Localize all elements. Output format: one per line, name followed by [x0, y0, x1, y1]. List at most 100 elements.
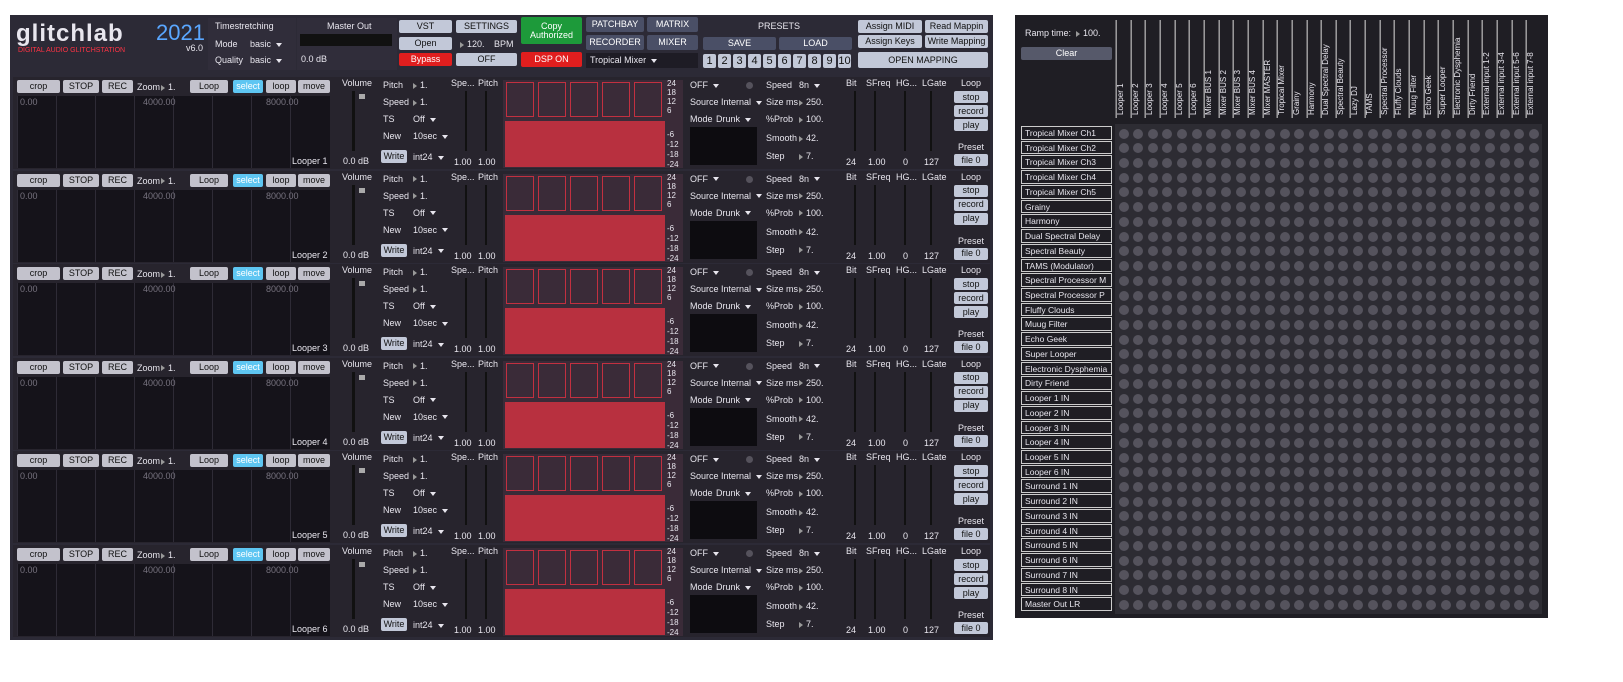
- step-value[interactable]: 7.: [799, 152, 814, 161]
- step-value[interactable]: 7.: [799, 526, 814, 535]
- smooth-value[interactable]: 42.: [799, 134, 819, 143]
- move-btn[interactable]: move: [298, 454, 330, 468]
- loop-btn[interactable]: Loop: [190, 548, 228, 561]
- g-speed-value[interactable]: 8n: [799, 81, 820, 90]
- format[interactable]: int24: [413, 621, 444, 630]
- dsp-btn[interactable]: DSP ON: [521, 52, 582, 67]
- stop-btn[interactable]: STOP: [63, 80, 99, 93]
- record-btn[interactable]: record: [954, 292, 988, 305]
- stop-btn[interactable]: stop: [954, 371, 988, 384]
- select-btn[interactable]: select: [233, 454, 263, 468]
- source-value[interactable]: Internal: [721, 472, 762, 481]
- play-btn[interactable]: play: [954, 119, 988, 131]
- loop-btn[interactable]: Loop: [190, 360, 228, 374]
- stop-btn[interactable]: STOP: [63, 548, 99, 561]
- source-value[interactable]: Internal: [721, 285, 762, 294]
- size-value[interactable]: 250.: [799, 191, 824, 201]
- record-btn[interactable]: record: [954, 573, 988, 585]
- write-btn[interactable]: Write: [381, 243, 407, 257]
- move-btn[interactable]: move: [298, 360, 330, 374]
- preset-slot[interactable]: 9: [823, 54, 836, 68]
- zoom-value[interactable]: 1.: [161, 176, 176, 186]
- g-speed-value[interactable]: 8n: [799, 174, 820, 184]
- record-btn[interactable]: record: [954, 198, 988, 211]
- file-btn[interactable]: file 0: [954, 341, 988, 354]
- zoom-value[interactable]: 1.: [161, 457, 176, 466]
- new-value[interactable]: 10sec: [413, 600, 448, 609]
- play-btn[interactable]: play: [954, 493, 988, 506]
- format[interactable]: int24: [413, 433, 444, 443]
- play-btn[interactable]: play: [954, 587, 988, 599]
- stop-btn[interactable]: stop: [954, 184, 988, 197]
- smooth-value[interactable]: 42.: [799, 602, 819, 611]
- stop-btn[interactable]: STOP: [63, 267, 99, 281]
- size-value[interactable]: 250.: [799, 285, 824, 294]
- pitch-value[interactable]: 1.: [413, 549, 428, 558]
- new-value[interactable]: 10sec: [413, 319, 448, 328]
- select-btn[interactable]: select: [233, 173, 263, 187]
- smooth-value[interactable]: 42.: [799, 508, 819, 517]
- write-btn[interactable]: Write: [381, 150, 407, 163]
- select-btn[interactable]: select: [233, 80, 263, 93]
- rec-btn[interactable]: REC: [102, 173, 133, 187]
- off-btn[interactable]: OFF: [456, 53, 517, 66]
- mixer-btn[interactable]: MIXER: [647, 35, 698, 50]
- pitch-value[interactable]: 1.: [413, 268, 428, 277]
- pitch-value[interactable]: 1.: [413, 361, 428, 371]
- stop-btn[interactable]: STOP: [63, 173, 99, 187]
- loop-btn[interactable]: loop: [266, 80, 296, 93]
- write-btn[interactable]: Write: [381, 618, 407, 631]
- glitch-state[interactable]: OFF: [690, 549, 719, 558]
- mode-value[interactable]: Drunk: [716, 395, 751, 405]
- format[interactable]: int24: [413, 527, 444, 536]
- loop-btn[interactable]: loop: [266, 360, 296, 374]
- prob-value[interactable]: 100.: [799, 489, 824, 498]
- loop-btn[interactable]: Loop: [190, 80, 228, 93]
- new-value[interactable]: 10sec: [413, 132, 448, 141]
- source-value[interactable]: Internal: [721, 98, 762, 107]
- step-value[interactable]: 7.: [799, 245, 814, 255]
- speed-value[interactable]: 1.: [413, 191, 428, 201]
- matrix-btn[interactable]: MATRIX: [647, 17, 698, 32]
- pitch-value[interactable]: 1.: [413, 455, 428, 464]
- zoom-value[interactable]: 1.: [161, 363, 176, 373]
- zoom-value[interactable]: 1.: [161, 83, 176, 92]
- pitch-value[interactable]: 1.: [413, 81, 428, 90]
- write-btn[interactable]: Write: [381, 524, 407, 538]
- select-btn[interactable]: select: [233, 548, 263, 561]
- file-btn[interactable]: file 0: [954, 154, 988, 166]
- step-value[interactable]: 7.: [799, 432, 814, 442]
- source-value[interactable]: Internal: [721, 566, 762, 575]
- source-value[interactable]: Internal: [721, 191, 762, 201]
- zoom-value[interactable]: 1.: [161, 551, 176, 560]
- write-mapping-btn[interactable]: Write Mapping: [925, 35, 988, 48]
- mixer-select[interactable]: Tropical Mixer: [586, 53, 698, 68]
- rec-btn[interactable]: REC: [102, 548, 133, 561]
- prob-value[interactable]: 100.: [799, 583, 824, 592]
- preset-slot[interactable]: 4: [748, 54, 761, 68]
- play-btn[interactable]: play: [954, 399, 988, 412]
- speed-value[interactable]: 1.: [413, 285, 428, 294]
- write-btn[interactable]: Write: [381, 337, 407, 351]
- zoom-value[interactable]: 1.: [161, 270, 176, 279]
- mode-value[interactable]: Drunk: [716, 302, 751, 311]
- size-value[interactable]: 250.: [799, 566, 824, 575]
- speed-value[interactable]: 1.: [413, 472, 428, 481]
- size-value[interactable]: 250.: [799, 378, 824, 388]
- open-btn[interactable]: Open: [399, 37, 452, 50]
- select-btn[interactable]: select: [233, 360, 263, 374]
- ts-value[interactable]: Off: [413, 208, 436, 218]
- smooth-value[interactable]: 42.: [799, 227, 819, 237]
- ts-value[interactable]: Off: [413, 583, 436, 592]
- crop-btn[interactable]: crop: [17, 80, 60, 93]
- preset-slot[interactable]: 10: [838, 54, 851, 68]
- file-btn[interactable]: file 0: [954, 247, 988, 260]
- play-btn[interactable]: play: [954, 306, 988, 319]
- preset-slot[interactable]: 5: [763, 54, 776, 68]
- move-btn[interactable]: move: [298, 548, 330, 561]
- loop-btn[interactable]: loop: [266, 173, 296, 187]
- mode-value[interactable]: Drunk: [716, 208, 751, 218]
- clear-btn[interactable]: Clear: [1021, 47, 1112, 60]
- move-btn[interactable]: move: [298, 267, 330, 281]
- file-btn[interactable]: file 0: [954, 434, 988, 447]
